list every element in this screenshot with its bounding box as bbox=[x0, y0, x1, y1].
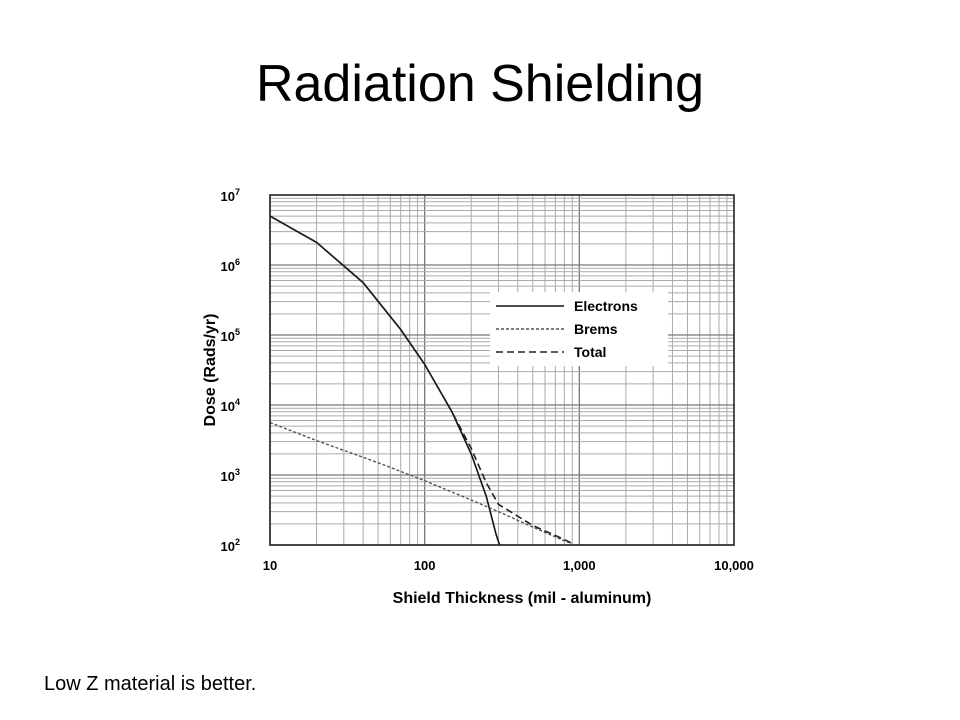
y-tick-label: 106 bbox=[221, 257, 240, 274]
plot-area bbox=[270, 195, 734, 545]
y-tick-label: 102 bbox=[221, 537, 240, 554]
legend-label-total: Total bbox=[574, 344, 606, 360]
y-tick-label: 107 bbox=[221, 187, 240, 204]
y-tick-label: 103 bbox=[221, 467, 240, 484]
series-line-brems bbox=[269, 421, 573, 545]
x-tick-label: 100 bbox=[414, 558, 436, 573]
x-axis-label: Shield Thickness (mil - aluminum) bbox=[393, 590, 652, 607]
x-tick-label: 10,000 bbox=[714, 558, 754, 573]
slide-caption: Low Z material is better. bbox=[44, 673, 257, 695]
y-tick-labels: 102 103 104 105 106 107 bbox=[221, 187, 240, 554]
legend-box bbox=[490, 292, 668, 366]
dose-vs-shield-thickness-chart: 10 100 1,000 10,000 102 103 104 105 106 107 Shie… bbox=[202, 187, 754, 607]
series-line-total bbox=[269, 215, 573, 545]
grid-lines bbox=[269, 195, 734, 546]
legend: Electrons Brems Total bbox=[490, 292, 668, 366]
plot-frame bbox=[269, 194, 735, 546]
legend-label-electrons: Electrons bbox=[574, 298, 638, 314]
y-axis-label: Dose (Rads/yr) bbox=[202, 314, 219, 427]
x-tick-labels: 10 100 1,000 10,000 bbox=[263, 558, 754, 573]
legend-label-brems: Brems bbox=[574, 321, 618, 337]
y-tick-label: 104 bbox=[221, 397, 240, 414]
series-layer bbox=[269, 215, 573, 546]
x-tick-label: 1,000 bbox=[563, 558, 596, 573]
x-tick-label: 10 bbox=[263, 558, 277, 573]
y-tick-label: 105 bbox=[221, 327, 240, 344]
slide-title: Radiation Shielding bbox=[255, 55, 705, 113]
